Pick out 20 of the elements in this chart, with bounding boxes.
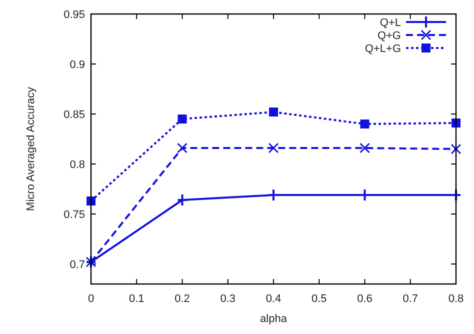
- x-tick-label: 0: [88, 293, 94, 305]
- x-tick-label: 0.4: [266, 293, 282, 305]
- y-tick-label: 0.8: [70, 159, 85, 171]
- legend-label: Q+G: [377, 30, 401, 42]
- x-tick-label: 0.1: [128, 293, 144, 305]
- x-tick-label: 0.8: [448, 293, 464, 305]
- x-axis-title: alpha: [260, 313, 288, 325]
- x-tick-label: 0.3: [220, 293, 236, 305]
- y-axis-title: Micro Averaged Accuracy: [25, 86, 37, 211]
- y-tick-label: 0.85: [64, 109, 85, 121]
- x-tick-label: 0.6: [357, 293, 372, 305]
- y-tick-label: 0.9: [70, 59, 85, 71]
- y-tick-label: 0.95: [64, 9, 85, 21]
- x-tick-label: 0.7: [402, 293, 418, 305]
- y-tick-label: 0.7: [70, 259, 85, 271]
- legend-label: Q+L+G: [364, 43, 401, 55]
- legend-label: Q+L: [380, 17, 401, 29]
- x-tick-label: 0.5: [311, 293, 327, 305]
- y-tick-label: 0.75: [64, 209, 85, 221]
- x-tick-label: 0.2: [174, 293, 190, 305]
